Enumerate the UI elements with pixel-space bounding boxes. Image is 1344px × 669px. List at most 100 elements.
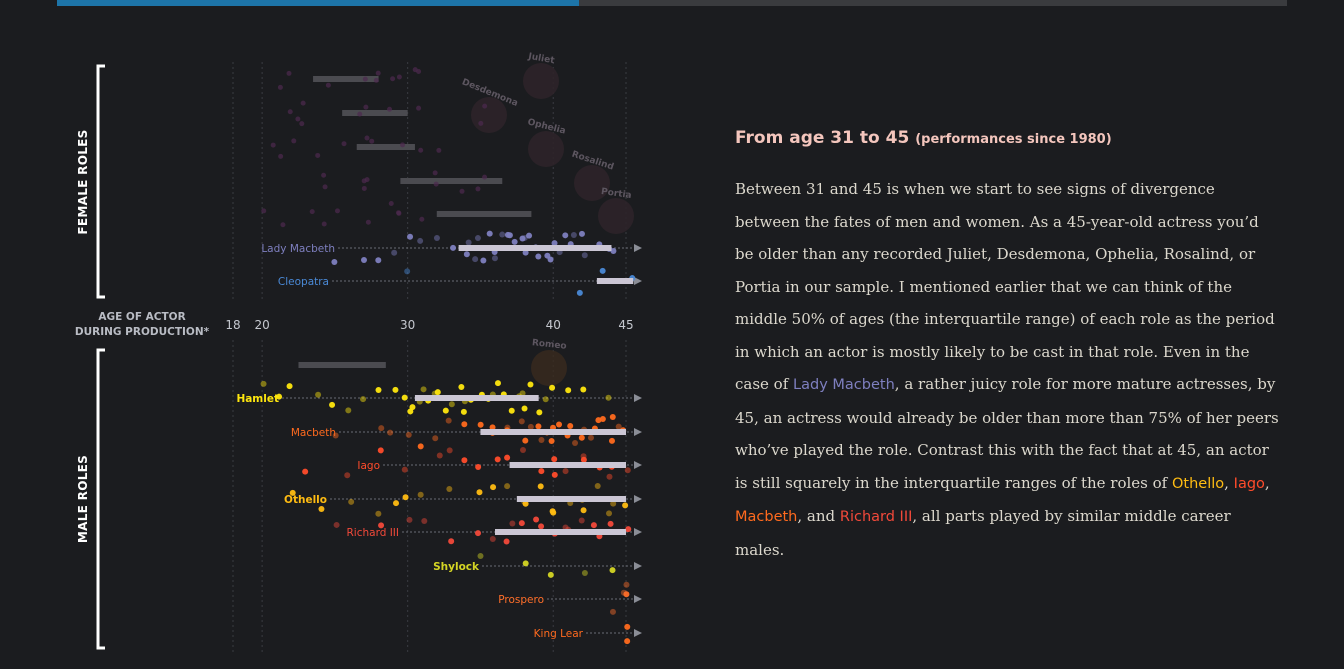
ghost-iqr-romeo: [298, 362, 386, 368]
ghost-bubble-portia: [598, 198, 634, 234]
point-cleopatra: [404, 268, 411, 275]
point-macbeth: [387, 429, 394, 436]
male-roles-label: MALE ROLES: [76, 455, 90, 543]
point-hamlet: [565, 387, 572, 394]
iqr-bar-richard-iii: [495, 529, 626, 535]
ghost-point-ophelia: [418, 147, 424, 153]
female-bracket: [96, 64, 105, 299]
x-axis-ticks: 18 20 30 40 45: [225, 318, 633, 332]
point-hamlet: [360, 396, 367, 403]
ghost-bubble-juliet: [523, 63, 559, 99]
axis-title-line2: DURING PRODUCTION*: [75, 326, 210, 338]
point-othello: [318, 506, 325, 513]
ghost-point-rosalind: [322, 184, 328, 190]
point-othello: [594, 482, 601, 489]
ghost-point-juliet: [286, 70, 292, 76]
point-iago: [624, 467, 631, 474]
point-othello: [610, 500, 617, 507]
point-macbeth: [578, 434, 585, 441]
point-prospero: [609, 608, 616, 615]
role-label-cleopatra: Cleopatra: [278, 276, 329, 288]
point-othello: [446, 485, 453, 492]
ghost-point-desdemona: [295, 116, 301, 122]
ghost-point-rosalind: [364, 177, 370, 183]
ghost-point-juliet: [396, 74, 402, 80]
lady-macbeth-ref: Lady Macbeth: [793, 377, 895, 393]
point-lady-macbeth: [522, 249, 529, 256]
point-macbeth: [432, 435, 439, 442]
point-lady-macbeth: [581, 252, 588, 259]
point-iago: [580, 456, 587, 463]
iqr-bar-lady-macbeth: [458, 245, 612, 251]
point-macbeth: [332, 432, 339, 439]
point-king-lear: [624, 623, 631, 630]
role-label-king-lear: King Lear: [534, 628, 584, 640]
ghost-point-ophelia: [436, 147, 442, 153]
arrow-iago: [634, 461, 642, 469]
point-richard-iii: [475, 530, 482, 537]
ghost-point-desdemona: [357, 111, 363, 117]
grid-lines: [232, 62, 627, 652]
point-macbeth: [477, 421, 484, 428]
ghost-point-portia: [419, 216, 425, 222]
point-prospero: [623, 581, 630, 588]
female-roles-label: FEMALE ROLES: [76, 129, 90, 234]
ghost-iqr-ophelia: [356, 144, 415, 150]
point-lady-macbeth: [486, 230, 493, 237]
point-othello: [417, 491, 424, 498]
point-lady-macbeth: [491, 255, 498, 262]
point-lady-macbeth: [331, 259, 338, 266]
point-macbeth: [417, 443, 424, 450]
x-tick-40: 40: [546, 318, 561, 332]
point-richard-iii: [607, 520, 614, 527]
ghost-point-rosalind: [459, 188, 465, 194]
ghost-point-portia: [396, 210, 402, 216]
point-hamlet: [420, 386, 427, 393]
point-macbeth: [572, 439, 579, 446]
role-label-richard-iii: Richard III: [347, 527, 400, 539]
arrow-richard-iii: [634, 528, 642, 536]
point-iago: [538, 468, 545, 475]
point-lady-macbeth: [433, 235, 440, 242]
point-iago: [562, 468, 569, 475]
point-shylock: [547, 571, 554, 578]
role-label-iago: Iago: [357, 460, 380, 472]
ghost-point-ophelia: [364, 135, 370, 141]
iqr-bar-cleopatra: [596, 278, 634, 284]
point-richard-iii: [578, 517, 585, 524]
ghost-roles: JulietDesdemonaOpheliaRosalindPortiaRome…: [261, 52, 634, 386]
point-lady-macbeth: [499, 231, 506, 238]
role-rows: Lady Macbeth Cleopatra Hamlet Macbeth Iago Ot…: [236, 230, 642, 645]
point-richard-iii: [503, 538, 510, 545]
point-macbeth: [527, 423, 534, 430]
point-shylock: [522, 560, 529, 567]
axis-title-line1: AGE OF ACTOR: [98, 311, 185, 323]
point-iago: [344, 472, 351, 479]
point-lady-macbeth: [547, 256, 554, 263]
point-richard-iii: [518, 520, 525, 527]
separator-2: ,: [1264, 473, 1270, 492]
ghost-point-portia: [365, 219, 371, 225]
point-richard-iii: [489, 535, 496, 542]
point-richard-iii: [590, 522, 597, 529]
ghost-point-desdemona: [363, 104, 369, 110]
ghost-point-ophelia: [369, 138, 375, 144]
article-text: From age 31 to 45 (performances since 19…: [735, 128, 1280, 566]
point-iago: [475, 463, 482, 470]
point-macbeth: [538, 436, 545, 443]
point-hamlet: [329, 401, 336, 408]
point-richard-iii: [378, 522, 385, 529]
point-hamlet: [286, 383, 293, 390]
ghost-point-rosalind: [475, 186, 481, 192]
heading-main: From age 31 to 45: [735, 128, 910, 148]
point-iago: [461, 457, 468, 464]
arrow-lady-macbeth: [634, 244, 642, 252]
point-hamlet: [605, 394, 612, 401]
paragraph-part-2: , a rather juicy role for more mature ac…: [735, 375, 1279, 492]
point-cleopatra: [576, 289, 583, 296]
iqr-bar-othello: [516, 496, 626, 502]
point-richard-iii: [509, 520, 516, 527]
point-shylock: [609, 567, 616, 574]
iqr-bar-hamlet: [414, 395, 539, 401]
point-othello: [549, 508, 556, 515]
